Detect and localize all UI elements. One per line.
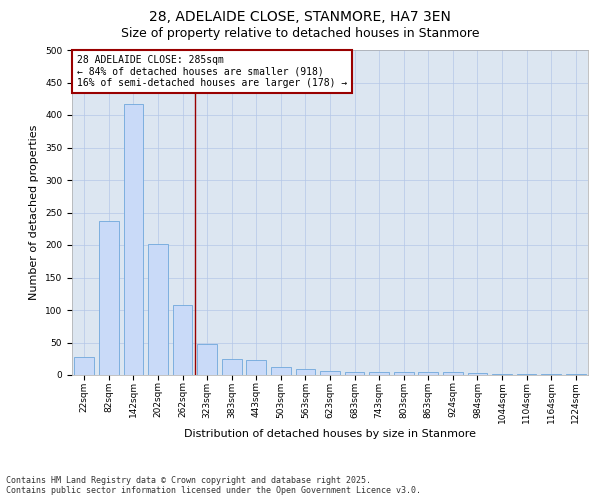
Bar: [247, 360, 266, 375]
Bar: [197, 344, 217, 375]
Bar: [271, 367, 290, 375]
Bar: [370, 372, 389, 375]
X-axis label: Distribution of detached houses by size in Stanmore: Distribution of detached houses by size …: [184, 429, 476, 439]
Bar: [345, 372, 364, 375]
Y-axis label: Number of detached properties: Number of detached properties: [29, 125, 40, 300]
Bar: [541, 374, 561, 375]
Bar: [467, 373, 487, 375]
Text: 28, ADELAIDE CLOSE, STANMORE, HA7 3EN: 28, ADELAIDE CLOSE, STANMORE, HA7 3EN: [149, 10, 451, 24]
Bar: [148, 244, 168, 375]
Bar: [296, 368, 315, 375]
Bar: [173, 306, 193, 375]
Bar: [320, 371, 340, 375]
Bar: [492, 374, 512, 375]
Bar: [124, 104, 143, 375]
Text: Size of property relative to detached houses in Stanmore: Size of property relative to detached ho…: [121, 28, 479, 40]
Bar: [74, 358, 94, 375]
Text: 28 ADELAIDE CLOSE: 285sqm
← 84% of detached houses are smaller (918)
16% of semi: 28 ADELAIDE CLOSE: 285sqm ← 84% of detac…: [77, 55, 347, 88]
Bar: [517, 374, 536, 375]
Bar: [418, 372, 438, 375]
Bar: [394, 372, 413, 375]
Bar: [222, 359, 242, 375]
Bar: [566, 374, 586, 375]
Bar: [99, 221, 119, 375]
Bar: [443, 372, 463, 375]
Text: Contains HM Land Registry data © Crown copyright and database right 2025.
Contai: Contains HM Land Registry data © Crown c…: [6, 476, 421, 495]
